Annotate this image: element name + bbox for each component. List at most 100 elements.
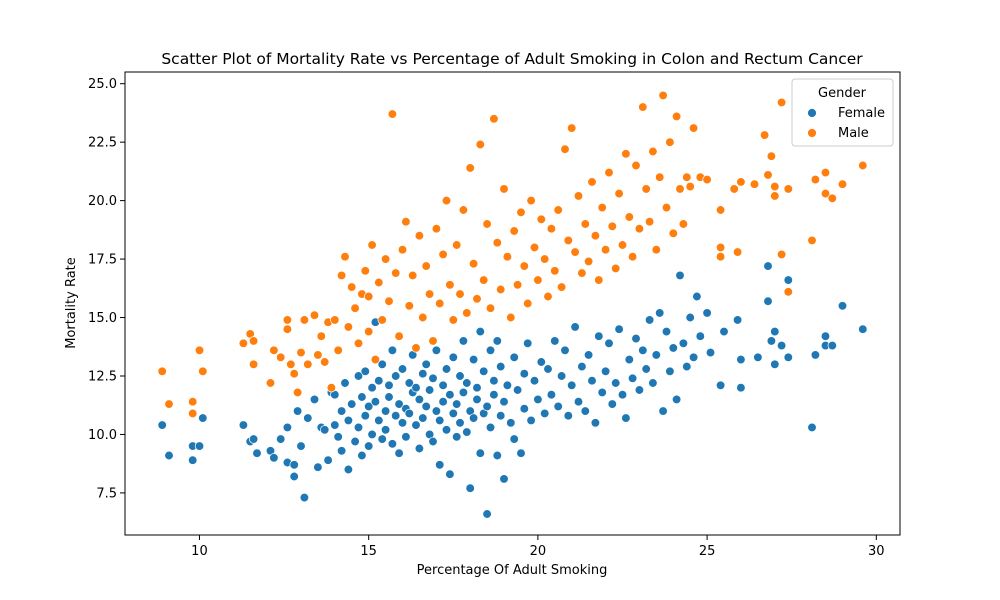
data-point-female	[763, 296, 773, 306]
data-point-female	[556, 371, 567, 381]
data-point-female	[482, 401, 492, 412]
data-point-male	[715, 242, 726, 253]
data-point-male	[198, 366, 208, 376]
data-point-male	[858, 160, 868, 171]
data-point-male	[326, 383, 337, 393]
data-point-male	[502, 252, 513, 262]
data-point-male	[343, 322, 354, 332]
data-point-male	[397, 245, 408, 255]
data-point-male	[458, 205, 469, 215]
data-point-female	[380, 406, 391, 416]
legend-marker-female	[807, 108, 817, 118]
data-point-female	[374, 415, 384, 426]
data-point-male	[570, 247, 580, 257]
data-point-male	[783, 184, 793, 194]
data-point-male	[353, 338, 364, 348]
data-point-female	[577, 361, 587, 372]
data-point-female	[506, 418, 516, 428]
data-point-male	[810, 174, 821, 185]
data-point-male	[668, 228, 678, 238]
data-point-female	[360, 366, 370, 376]
data-point-female	[573, 397, 584, 407]
data-point-female	[411, 420, 421, 430]
data-point-female	[198, 413, 208, 423]
data-point-female	[296, 441, 306, 451]
data-point-female	[604, 338, 614, 348]
data-point-male	[448, 315, 458, 325]
data-point-male	[675, 184, 685, 194]
data-point-female	[499, 474, 509, 484]
data-point-male	[519, 261, 529, 271]
data-point-female	[462, 378, 472, 388]
data-point-male	[729, 184, 739, 194]
data-point-male	[638, 102, 648, 112]
data-point-male	[512, 280, 523, 290]
data-point-male	[316, 331, 326, 341]
data-point-female	[617, 390, 628, 400]
data-point-male	[424, 289, 435, 299]
data-point-male	[641, 184, 651, 194]
data-point-female	[414, 394, 425, 405]
data-point-female	[719, 326, 729, 337]
data-point-female	[753, 352, 763, 362]
data-point-male	[688, 123, 699, 133]
data-point-female	[705, 347, 716, 358]
data-point-female	[428, 436, 438, 447]
x-tick-label: 30	[868, 544, 885, 559]
data-point-female	[858, 324, 868, 334]
y-axis: 7.5 10.0 12.5 15.0 17.5 20.0 22.5 25.0	[88, 77, 125, 501]
data-point-female	[638, 345, 648, 355]
data-point-male	[759, 130, 770, 140]
data-point-female	[269, 453, 279, 463]
data-point-male	[462, 308, 472, 318]
data-point-female	[384, 380, 394, 390]
data-point-male	[553, 205, 563, 215]
data-point-male	[671, 111, 682, 122]
data-point-female	[671, 394, 682, 405]
legend-label-female: Female	[838, 106, 885, 121]
data-point-male	[827, 193, 837, 203]
data-point-male	[665, 137, 675, 147]
data-point-male	[330, 315, 340, 325]
data-point-male	[292, 387, 303, 398]
data-point-female	[468, 354, 479, 365]
data-point-male	[472, 294, 482, 304]
data-point-female	[570, 322, 580, 332]
data-point-female	[387, 439, 398, 449]
data-point-female	[600, 366, 611, 376]
data-point-female	[627, 373, 638, 383]
data-point-male	[452, 240, 462, 250]
data-point-female	[188, 455, 198, 465]
data-point-male	[445, 280, 455, 290]
data-point-female	[614, 324, 624, 334]
data-point-female	[364, 401, 374, 412]
data-point-female	[820, 331, 831, 341]
data-point-male	[499, 184, 509, 194]
x-axis-label: Percentage Of Adult Smoking	[417, 563, 608, 578]
data-point-male	[749, 179, 760, 189]
data-point-female	[766, 336, 777, 346]
data-point-male	[418, 312, 428, 323]
x-tick-label: 25	[699, 544, 716, 559]
data-point-female	[509, 434, 519, 444]
data-point-female	[837, 301, 848, 311]
data-point-male	[587, 177, 597, 187]
data-point-male	[421, 261, 431, 271]
data-point-female	[404, 378, 414, 388]
data-point-male	[248, 359, 259, 369]
data-point-male	[269, 345, 279, 355]
data-point-female	[472, 394, 482, 405]
data-point-female	[827, 340, 837, 351]
data-point-female	[384, 392, 394, 402]
data-point-female	[248, 434, 259, 444]
legend: Gender Female Male	[791, 78, 894, 147]
data-point-male	[648, 146, 658, 157]
data-point-male	[573, 191, 584, 201]
data-point-male	[526, 195, 536, 206]
data-point-male	[682, 172, 692, 182]
data-point-male	[644, 217, 655, 227]
data-point-male	[387, 109, 398, 119]
data-point-male	[391, 268, 401, 278]
data-point-female	[458, 336, 469, 346]
